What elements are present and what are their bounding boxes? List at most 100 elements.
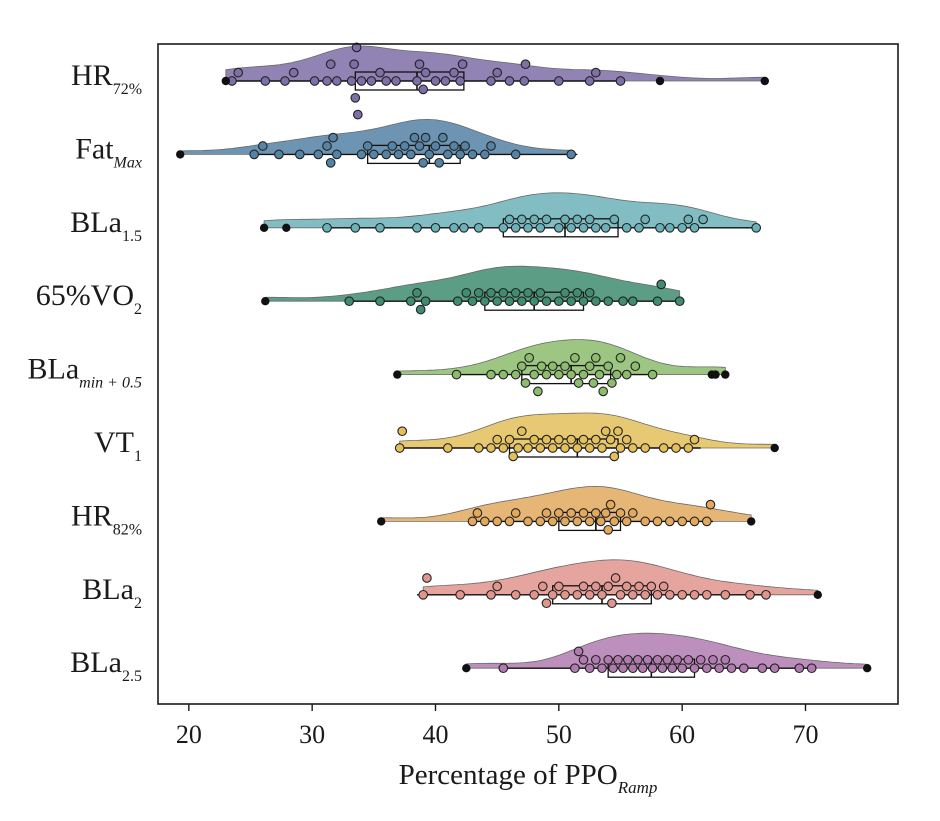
- x-axis-title-sub: Ramp: [617, 778, 658, 797]
- category-label-8: BLa2: [82, 573, 142, 612]
- data-point: [598, 386, 609, 397]
- data-point: [566, 296, 577, 307]
- data-point: [533, 386, 543, 397]
- data-point: [573, 378, 584, 388]
- data-point: [590, 67, 601, 78]
- category-label-sub: Max: [113, 154, 142, 171]
- data-point: [640, 516, 651, 527]
- data-point: [249, 149, 260, 160]
- x-axis-title: Percentage of PPORamp: [399, 759, 658, 797]
- data-point: [405, 149, 416, 160]
- category-label-main: BLa: [82, 573, 134, 606]
- data-point: [467, 296, 478, 307]
- outlier-point: [863, 664, 872, 673]
- data-point: [510, 508, 521, 518]
- data-point: [671, 443, 681, 453]
- data-point: [405, 296, 416, 307]
- density-clouds: [179, 45, 868, 669]
- density-cloud-7: [380, 485, 752, 522]
- data-point: [605, 434, 616, 445]
- data-point: [572, 214, 583, 225]
- data-point: [344, 296, 355, 307]
- data-point: [806, 663, 817, 674]
- outlier-point: [221, 76, 230, 86]
- data-point: [708, 654, 718, 665]
- data-point: [627, 508, 638, 518]
- data-point: [349, 59, 359, 70]
- data-point: [473, 443, 484, 453]
- data-point: [664, 222, 675, 233]
- data-point: [603, 654, 614, 665]
- data-point: [590, 296, 601, 307]
- data-point: [621, 581, 632, 592]
- data-point: [615, 589, 626, 600]
- data-point: [609, 451, 620, 462]
- data-point: [769, 663, 780, 674]
- data-point: [393, 149, 404, 160]
- data-point: [553, 581, 564, 592]
- data-point: [609, 214, 620, 225]
- data-point: [560, 516, 570, 527]
- data-point: [535, 516, 546, 527]
- data-point: [418, 157, 429, 168]
- data-point: [560, 589, 570, 600]
- data-point: [442, 149, 453, 160]
- data-point: [331, 149, 342, 160]
- data-point: [452, 296, 463, 307]
- data-point: [523, 516, 533, 527]
- data-point: [492, 434, 503, 445]
- category-label-sub: 2: [134, 301, 142, 318]
- data-point: [498, 287, 509, 298]
- data-point: [603, 361, 614, 372]
- data-point: [683, 443, 694, 453]
- outlier-point: [393, 370, 402, 379]
- data-point: [637, 663, 648, 674]
- data-point: [584, 589, 595, 600]
- plot-frame: [157, 43, 899, 705]
- data-point: [560, 214, 570, 225]
- outlier-point: [176, 150, 185, 159]
- data-point: [504, 296, 515, 307]
- data-point: [520, 378, 531, 388]
- data-point: [588, 378, 599, 388]
- density-cloud-5: [396, 339, 726, 375]
- data-point: [472, 508, 483, 518]
- data-point: [595, 516, 606, 527]
- data-point: [328, 132, 338, 143]
- data-point: [479, 296, 490, 307]
- data-point: [597, 589, 607, 600]
- category-label-6: VT1: [94, 426, 142, 465]
- data-point: [621, 369, 632, 380]
- data-point: [523, 287, 533, 298]
- data-point: [621, 222, 632, 233]
- data-point: [640, 214, 651, 225]
- data-point: [578, 222, 589, 233]
- data-point: [584, 214, 595, 225]
- data-point: [714, 663, 725, 674]
- data-point: [578, 434, 589, 445]
- data-point: [325, 157, 336, 168]
- data-point: [414, 141, 425, 151]
- data-point: [794, 663, 805, 674]
- data-point: [566, 149, 577, 160]
- data-point: [566, 369, 577, 380]
- data-point: [322, 76, 332, 86]
- density-cloud-6: [399, 412, 776, 449]
- category-label-sub: 82%: [113, 521, 142, 538]
- data-point: [459, 222, 469, 233]
- data-point: [608, 663, 618, 674]
- x-tick-label: 60: [669, 720, 695, 749]
- category-label-9: BLa2.5: [70, 646, 142, 685]
- density-cloud-8: [422, 559, 819, 596]
- data-point: [516, 361, 527, 372]
- outlier-point: [377, 517, 386, 526]
- category-label-sub: min + 0.5: [79, 375, 142, 392]
- data-point: [689, 516, 700, 527]
- outlier-point: [261, 297, 270, 306]
- data-point: [594, 369, 605, 380]
- data-point: [508, 451, 519, 462]
- data-point: [510, 222, 521, 233]
- data-point: [677, 516, 688, 527]
- category-label-sub: 2: [134, 595, 142, 612]
- data-point: [535, 287, 546, 298]
